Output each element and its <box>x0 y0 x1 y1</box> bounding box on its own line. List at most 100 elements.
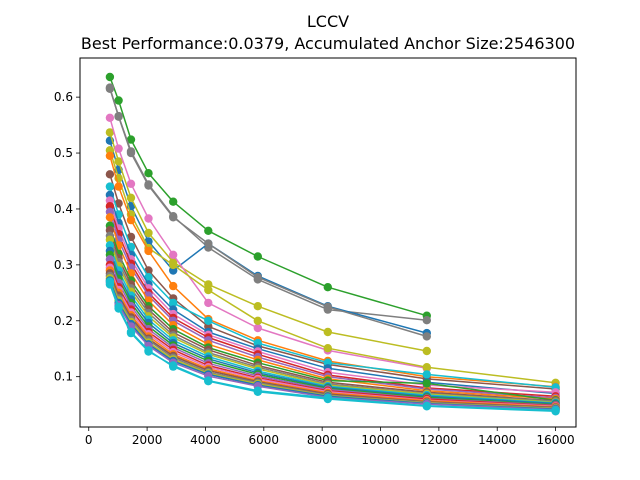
data-point <box>126 327 136 337</box>
data-point <box>126 232 136 242</box>
data-point <box>422 402 431 411</box>
series-0 <box>105 72 431 320</box>
series-line <box>109 254 556 406</box>
data-point <box>323 283 332 292</box>
data-point <box>422 379 431 388</box>
data-point <box>144 228 153 238</box>
data-point <box>422 332 431 341</box>
series-line <box>109 282 556 411</box>
series-line <box>109 229 556 402</box>
series-line <box>109 211 556 399</box>
series-line <box>109 281 556 413</box>
data-point <box>323 394 332 404</box>
data-point <box>422 316 431 325</box>
data-point <box>144 181 153 190</box>
x-tick-label: 12000 <box>420 433 458 447</box>
y-tick-label: 0.2 <box>54 314 73 328</box>
data-point <box>105 277 115 286</box>
chart-title: LCCV <box>307 12 349 31</box>
series-line <box>109 200 556 394</box>
data-point <box>126 179 136 188</box>
y-tick-label: 0.5 <box>54 146 73 160</box>
data-point <box>105 128 115 137</box>
series-line <box>109 250 556 405</box>
data-point <box>126 215 136 225</box>
data-point <box>144 273 153 282</box>
data-point <box>114 302 123 311</box>
data-point <box>253 323 262 333</box>
data-point <box>114 144 123 153</box>
data-point <box>422 363 431 372</box>
data-point <box>204 226 213 235</box>
data-point <box>105 72 115 82</box>
data-point <box>114 157 123 166</box>
series-3 <box>105 83 431 341</box>
series-line <box>109 225 556 401</box>
series-line <box>109 150 556 384</box>
series-line <box>109 217 556 400</box>
data-point <box>169 197 178 206</box>
data-point <box>105 151 115 160</box>
data-point <box>422 346 431 356</box>
series-line <box>109 280 556 410</box>
series-line <box>109 267 556 408</box>
data-point <box>253 302 262 311</box>
series-line <box>109 194 556 395</box>
data-point <box>204 377 213 386</box>
x-tick-label: 4000 <box>190 433 221 447</box>
data-point <box>169 362 178 371</box>
data-point <box>551 407 560 416</box>
data-point <box>169 260 178 270</box>
data-point <box>144 169 153 178</box>
data-point <box>323 327 332 337</box>
x-tick-label: 0 <box>85 433 93 447</box>
x-tick-label: 10000 <box>361 433 399 447</box>
y-tick-label: 0.6 <box>54 90 73 104</box>
series-line <box>109 273 556 409</box>
data-point <box>114 182 123 191</box>
chart-subtitle: Best Performance:0.0379, Accumulated Anc… <box>81 34 575 53</box>
data-point <box>105 170 115 179</box>
data-point <box>323 344 332 353</box>
axes-frame <box>79 57 577 428</box>
plot-area <box>105 72 560 416</box>
data-point <box>253 252 262 261</box>
data-point <box>204 298 213 308</box>
x-tick-label: 6000 <box>249 433 280 447</box>
data-point <box>144 346 153 355</box>
data-point <box>105 113 115 123</box>
series-line <box>109 239 556 404</box>
data-point <box>204 285 213 295</box>
data-point <box>323 302 332 311</box>
data-point <box>105 83 115 92</box>
y-tick-label: 0.3 <box>54 258 73 272</box>
x-tick-label: 8000 <box>307 433 338 447</box>
x-tick-label: 2000 <box>132 433 163 447</box>
data-point <box>114 96 123 105</box>
data-point <box>169 250 178 259</box>
data-point <box>204 239 213 248</box>
data-point <box>105 182 115 191</box>
series-line <box>109 264 556 407</box>
y-tick-label: 0.4 <box>54 202 73 216</box>
data-point <box>253 316 262 325</box>
series-line <box>109 259 556 406</box>
data-point <box>105 213 115 222</box>
data-point <box>114 112 123 121</box>
series-line <box>109 270 556 408</box>
data-point <box>169 281 178 291</box>
data-point <box>126 193 136 202</box>
data-point <box>144 246 153 256</box>
data-point <box>126 148 136 158</box>
data-point <box>253 273 262 282</box>
series-line <box>109 235 556 403</box>
series-line <box>109 186 556 389</box>
series-4 <box>105 128 431 356</box>
series-32 <box>105 277 560 416</box>
data-point <box>169 213 178 222</box>
data-point <box>126 135 136 144</box>
y-tick-label: 0.1 <box>54 370 73 384</box>
x-tick-label: 14000 <box>478 433 516 447</box>
data-point <box>422 370 431 379</box>
